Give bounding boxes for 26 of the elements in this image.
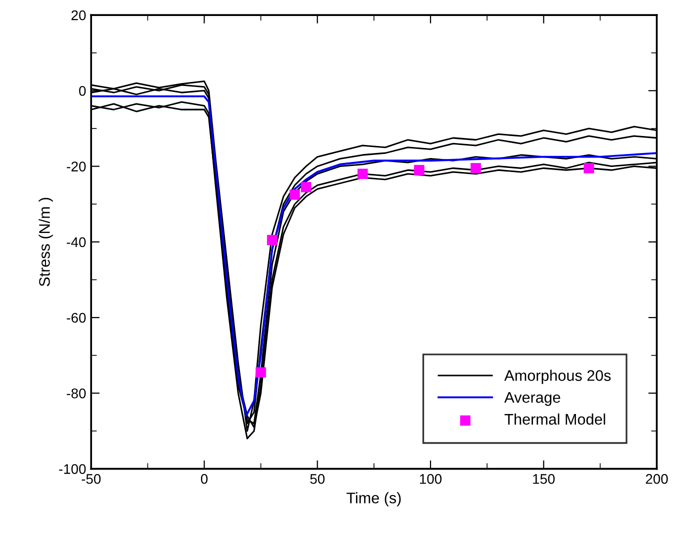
y-tick-label: -20 <box>66 162 86 172</box>
y-tick-label: -80 <box>66 388 86 398</box>
point <box>357 168 368 180</box>
y-tick-label: -40 <box>66 237 86 248</box>
y-tick-label: -100 <box>59 464 86 474</box>
point <box>470 163 481 174</box>
point <box>266 234 278 246</box>
point <box>290 190 300 200</box>
x-axis-title: Time (s) <box>346 492 401 506</box>
legend-label: Average <box>504 392 560 406</box>
x-tick-label: 50 <box>310 474 325 484</box>
x-tick-label: 100 <box>420 474 442 484</box>
x-tick-label: 0 <box>200 474 208 484</box>
x-tick-label: -50 <box>82 474 101 484</box>
y-tick-label: -60 <box>66 312 86 323</box>
legend-label: Thermal Model <box>504 413 606 425</box>
legend-label: Amorphous 20s <box>504 370 611 384</box>
point <box>300 182 312 192</box>
y-tick-label: 20 <box>72 10 86 20</box>
point <box>256 367 266 378</box>
x-tick-label: 150 <box>533 474 555 484</box>
y-tick-label: 0 <box>79 86 86 96</box>
point <box>584 163 594 174</box>
point <box>414 164 424 176</box>
y-axis-title: Stress (N/m ) <box>38 198 53 286</box>
x-tick-label: 200 <box>646 474 668 484</box>
